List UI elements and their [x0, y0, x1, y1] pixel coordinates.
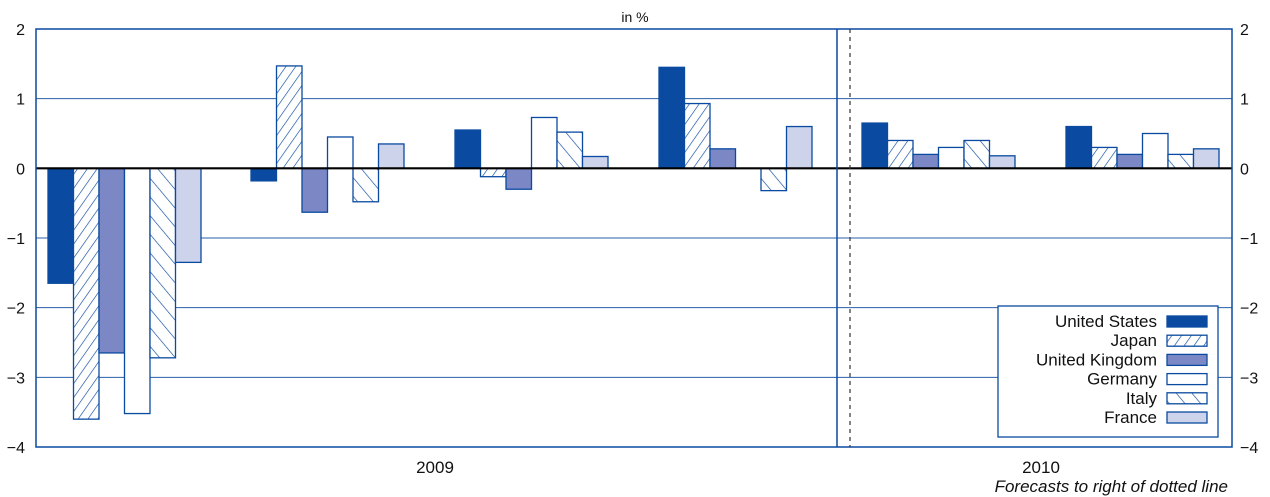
- legend-swatch: [1166, 372, 1208, 386]
- y-axis-ticks: 2 2 1 1 0 0 −1 −1 −2 −2 −3 −3 −4 −4: [7, 22, 1259, 457]
- bar-italy: [1167, 153, 1195, 169]
- legend-swatch: [1166, 411, 1208, 424]
- y-tick-label-right: 1: [1240, 92, 1249, 109]
- bar-germany: [937, 146, 965, 169]
- bar-italy: [760, 167, 788, 192]
- y-tick-label-left: −1: [7, 231, 25, 248]
- bar-germany: [326, 136, 354, 169]
- x-axis-categories: 2009 2010: [416, 458, 1060, 477]
- bar-japan: [1090, 146, 1118, 169]
- bar-italy: [556, 131, 584, 169]
- bar-united-states: [1065, 125, 1093, 169]
- y-tick-label-right: 0: [1240, 161, 1249, 178]
- bar-united-states: [861, 122, 889, 169]
- legend-swatch: [1166, 315, 1208, 328]
- plot-frame: [35, 28, 1233, 448]
- bar-france: [174, 167, 202, 264]
- bar-france: [785, 125, 813, 169]
- bar-united-kingdom: [505, 167, 533, 190]
- y-tick-label-right: −3: [1240, 370, 1258, 387]
- bar-united-states: [658, 66, 686, 169]
- bar-united-kingdom: [709, 148, 737, 169]
- y-tick-label-left: 2: [16, 22, 25, 39]
- legend-label: Italy: [1126, 389, 1158, 408]
- y-tick-label-right: −2: [1240, 301, 1258, 318]
- y-tick-label-left: −2: [7, 301, 25, 318]
- y-tick-label-left: −4: [7, 440, 25, 457]
- bar-germany: [1141, 132, 1169, 169]
- bar-france: [1192, 148, 1220, 169]
- bar-italy: [149, 167, 177, 359]
- bar-japan: [886, 139, 914, 169]
- bar-united-states: [250, 167, 278, 182]
- bar-italy: [963, 139, 991, 169]
- x-category-label: 2010: [1022, 458, 1060, 477]
- bar-germany: [123, 167, 151, 415]
- bar-united-states: [454, 129, 482, 169]
- y-tick-label-right: −1: [1240, 231, 1258, 248]
- bar-united-kingdom: [98, 167, 126, 354]
- legend-swatch: [1166, 392, 1208, 405]
- bar-japan: [479, 167, 507, 178]
- bar-france: [988, 155, 1016, 169]
- x-category-label: 2009: [416, 458, 454, 477]
- bar-japan: [275, 65, 303, 169]
- bar-united-kingdom: [912, 153, 940, 169]
- bar-france: [377, 143, 405, 169]
- unit-label: in %: [621, 9, 648, 25]
- legend-label: Germany: [1087, 370, 1157, 389]
- legend-swatch: [1166, 353, 1208, 367]
- bar-united-kingdom: [1116, 153, 1144, 169]
- y-tick-label-left: 0: [16, 161, 25, 178]
- bar-united-states: [47, 167, 75, 284]
- plot-border: [35, 28, 1233, 448]
- y-tick-label-left: −3: [7, 370, 25, 387]
- bar-japan: [683, 102, 711, 169]
- bar-united-kingdom: [301, 167, 329, 213]
- y-tick-label-left: 1: [16, 92, 25, 109]
- bar-germany: [530, 116, 558, 169]
- legend-swatch: [1166, 334, 1208, 347]
- bar-italy: [352, 167, 380, 203]
- legend-label: Japan: [1111, 331, 1157, 350]
- legend-label: United States: [1055, 312, 1157, 331]
- bar-france: [581, 155, 609, 169]
- y-tick-label-right: 2: [1240, 22, 1249, 39]
- legend-label: France: [1104, 408, 1157, 427]
- y-tick-label-right: −4: [1240, 440, 1258, 457]
- bar-japan: [72, 167, 100, 420]
- bars: [47, 65, 1220, 420]
- forecast-note: Forecasts to right of dotted line: [995, 477, 1228, 496]
- legend-label: United Kingdom: [1036, 350, 1157, 369]
